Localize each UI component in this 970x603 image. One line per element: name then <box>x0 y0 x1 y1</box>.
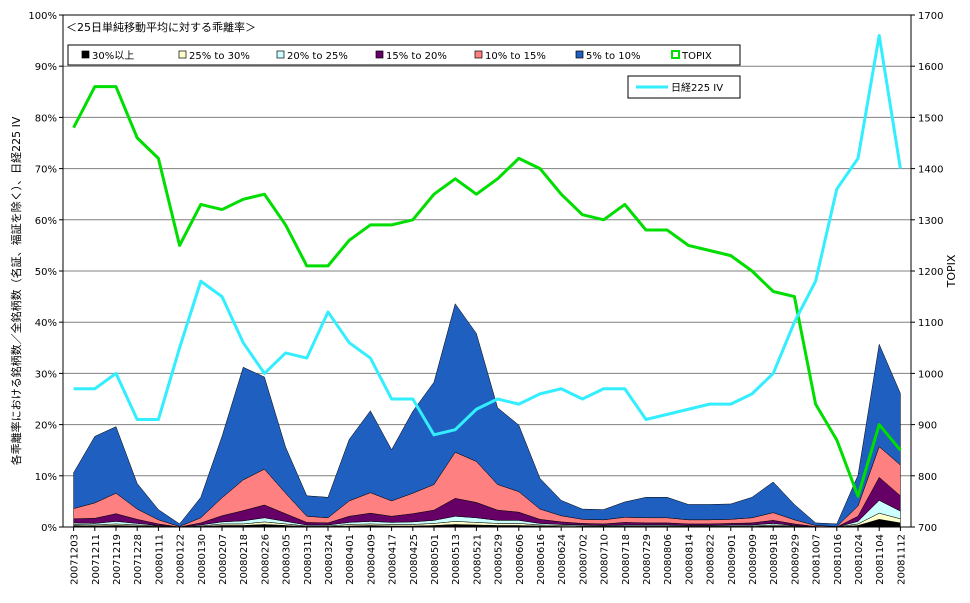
right-tick-label: 1200 <box>918 267 943 278</box>
legend-label: 15% to 20% <box>386 51 447 62</box>
legend-swatch <box>178 50 187 59</box>
x-tick-label: 20080616 <box>536 534 547 585</box>
x-tick-label: 20080806 <box>663 534 674 585</box>
legend-swatch <box>276 50 285 59</box>
x-tick-label: 20080207 <box>218 534 229 585</box>
series-lines <box>72 33 902 498</box>
left-tick-label: 20% <box>35 421 57 432</box>
x-tick-label: 20080814 <box>684 534 695 585</box>
left-axis-label: 各乖離率における銘柄数／全銘柄数（名証、福証を除く）、日経225 IV <box>9 116 23 465</box>
x-tick-label: 20080624 <box>557 534 568 585</box>
x-tick-label: 20080513 <box>451 534 462 585</box>
x-tick-label: 20080718 <box>621 534 632 585</box>
x-tick-label: 20080324 <box>324 534 335 585</box>
x-axis-ticks: 20071203 20071211 20071219 20071228 20080111… <box>70 527 907 585</box>
x-tick-label: 20080521 <box>472 534 483 585</box>
legend-label: 日経225 IV <box>671 81 723 94</box>
x-tick-label: 20081104 <box>875 534 886 585</box>
x-tick-label: 20081112 <box>896 534 907 585</box>
x-tick-label: 20080417 <box>388 534 399 585</box>
left-tick-label: 100% <box>28 11 57 22</box>
x-tick-label: 20081024 <box>854 534 865 585</box>
x-tick-label: 20080111 <box>154 534 165 585</box>
x-tick-label: 20071203 <box>70 534 81 585</box>
x-tick-label: 20071219 <box>112 534 123 585</box>
legend-iv: 日経225 IV <box>627 75 741 99</box>
legend-swatch <box>81 50 90 59</box>
right-tick-label: 900 <box>918 421 937 432</box>
right-tick-label: 1700 <box>918 11 943 22</box>
right-tick-label: 1100 <box>918 318 943 329</box>
right-tick-label: 1600 <box>918 62 943 73</box>
legend-box <box>67 44 741 66</box>
legend-label: 20% to 25% <box>287 51 348 62</box>
right-tick-label: 1300 <box>918 216 943 227</box>
x-tick-label: 20080501 <box>430 534 441 585</box>
line-series <box>73 33 902 437</box>
left-tick-label: 90% <box>35 62 57 73</box>
legend-label: 25% to 30% <box>189 51 250 62</box>
left-tick-label: 70% <box>35 165 57 176</box>
x-tick-label: 20081007 <box>812 534 823 585</box>
x-tick-label: 20080710 <box>600 534 611 585</box>
x-tick-label: 20081016 <box>833 534 844 585</box>
line-series <box>72 85 902 498</box>
legend: 30%以上 25% to 30% 20% to 25% 15% to 20% 10% t… <box>67 44 741 66</box>
left-tick-label: 60% <box>35 216 57 227</box>
x-tick-label: 20080729 <box>642 534 653 585</box>
stacked-areas <box>73 303 901 528</box>
legend-label: 30%以上 <box>92 50 134 62</box>
x-tick-label: 20080425 <box>409 534 420 585</box>
legend-iv-box <box>627 75 741 99</box>
x-tick-label: 20080901 <box>727 534 738 585</box>
right-tick-label: 1000 <box>918 369 943 380</box>
x-tick-label: 20080606 <box>515 534 526 585</box>
right-tick-label: 700 <box>918 523 937 534</box>
x-tick-label: 20080130 <box>197 534 208 585</box>
x-tick-label: 20080529 <box>494 534 505 585</box>
right-tick-label: 800 <box>918 472 937 483</box>
x-tick-label: 20080305 <box>282 534 293 585</box>
x-tick-label: 20080218 <box>239 534 250 585</box>
x-tick-label: 20080401 <box>345 534 356 585</box>
right-axis-ticks: 700 800 900 1000 1100 1200 1300 1400 1500 1600 170… <box>911 11 943 534</box>
left-tick-label: 50% <box>35 267 57 278</box>
left-tick-label: 40% <box>35 318 57 329</box>
left-tick-label: 10% <box>35 472 57 483</box>
right-axis-label: TOPIX <box>945 254 958 288</box>
x-tick-label: 20080929 <box>790 534 801 585</box>
legend-label: 5% to 10% <box>586 51 641 62</box>
x-tick-label: 20080226 <box>260 534 271 585</box>
x-tick-label: 20080313 <box>303 534 314 585</box>
legend-swatch <box>375 50 384 59</box>
x-tick-label: 20080822 <box>706 534 717 585</box>
x-tick-label: 20080702 <box>578 534 589 585</box>
chart-title: ＜25日単純移動平均に対する乖離率＞ <box>66 20 256 34</box>
legend-swatch <box>474 50 483 59</box>
right-tick-label: 1500 <box>918 113 943 124</box>
legend-label: TOPIX <box>681 51 712 62</box>
left-tick-label: 30% <box>35 369 57 380</box>
legend-label: 10% to 15% <box>485 51 546 62</box>
right-tick-label: 1400 <box>918 165 943 176</box>
legend-swatch <box>575 50 584 59</box>
x-tick-label: 20080122 <box>176 534 187 585</box>
legend-swatch <box>671 50 680 59</box>
area-series <box>73 303 901 527</box>
x-tick-label: 20080918 <box>769 534 780 585</box>
x-tick-label: 20071211 <box>91 534 102 585</box>
x-tick-label: 20080909 <box>748 534 759 585</box>
left-tick-label: 80% <box>35 113 57 124</box>
left-axis-ticks: 0% 10% 20% 30% 40% 50% 60% 70% 80% 90% 100% <box>28 11 63 534</box>
x-tick-label: 20080409 <box>366 534 377 585</box>
left-tick-label: 0% <box>41 523 57 534</box>
x-tick-label: 20071228 <box>133 534 144 585</box>
